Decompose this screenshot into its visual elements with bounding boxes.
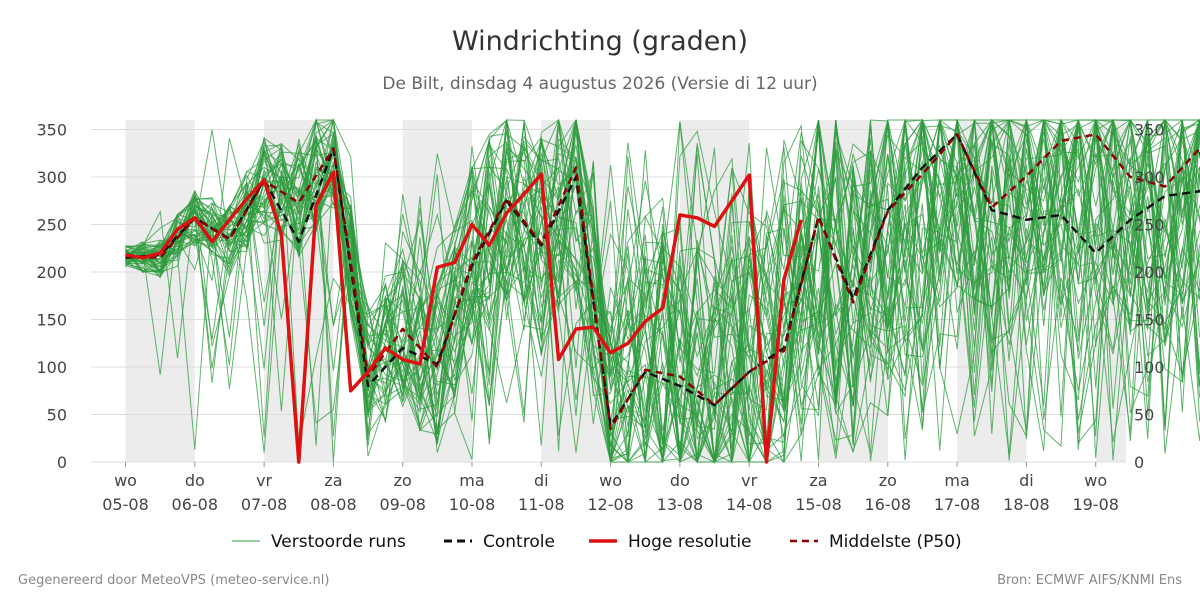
ensemble-run-4: [125, 119, 1200, 462]
legend: Verstoorde runs Controle Hoge resolutie …: [232, 532, 962, 552]
ensemble-run-32: [125, 118, 1200, 464]
y-tick-right-250: 250: [1134, 216, 1165, 235]
y-tick-right-0: 0: [1134, 453, 1144, 472]
legend-label-median: Middelste (P50): [829, 532, 962, 552]
x-tick-date-06-08: 06-08: [172, 495, 219, 514]
ensemble-run-6: [125, 119, 1200, 463]
y-tick-right-100: 100: [1134, 358, 1165, 377]
y-tick-left-300: 300: [36, 168, 67, 187]
ensemble-run-39: [125, 118, 1200, 445]
y-tick-right-200: 200: [1134, 263, 1165, 282]
x-tick-day-11-08: di: [534, 471, 549, 490]
ensemble-run-28: [125, 118, 1200, 463]
y-tick-left-200: 200: [36, 263, 67, 282]
ensemble-run-35: [125, 119, 1200, 463]
y-tick-right-150: 150: [1134, 311, 1165, 330]
x-tick-day-05-08: wo: [114, 471, 137, 490]
ensemble-run-44: [125, 119, 1200, 463]
y-tick-left-150: 150: [36, 311, 67, 330]
x-tick-date-12-08: 12-08: [587, 495, 634, 514]
x-tick-date-05-08: 05-08: [102, 495, 149, 514]
x-tick-date-09-08: 09-08: [379, 495, 426, 514]
y-tick-right-300: 300: [1134, 168, 1165, 187]
legend-label-hires: Hoge resolutie: [628, 532, 752, 552]
axes: 0 0 50 50 100 100 150 150 200 200 250 250 300 300 350 3…: [36, 121, 1164, 515]
x-tick-day-19-08: wo: [1084, 471, 1107, 490]
x-tick-date-08-08: 08-08: [310, 495, 357, 514]
y-tick-left-250: 250: [36, 216, 67, 235]
y-tick-left-0: 0: [57, 453, 67, 472]
ensemble-run-31: [125, 118, 1200, 464]
x-tick-date-14-08: 14-08: [726, 495, 773, 514]
x-tick-day-17-08: ma: [944, 471, 969, 490]
chart-subtitle: De Bilt, dinsdag 4 augustus 2026 (Versie…: [382, 74, 817, 94]
footer-source: Bron: ECMWF AIFS/KNMI Ens: [997, 573, 1182, 588]
ensemble-run-49: [125, 119, 1200, 463]
ensemble-run-41: [125, 119, 1200, 463]
x-tick-day-15-08: za: [809, 471, 827, 490]
x-tick-day-14-08: vr: [741, 471, 757, 490]
y-tick-right-350: 350: [1134, 121, 1165, 140]
x-tick-date-10-08: 10-08: [449, 495, 496, 514]
ensemble-run-5: [125, 118, 1200, 464]
x-tick-day-07-08: vr: [256, 471, 272, 490]
ensemble-run-14: [125, 118, 1200, 463]
ensemble-run-37: [125, 118, 1200, 463]
x-tick-day-16-08: zo: [879, 471, 897, 490]
x-tick-date-17-08: 17-08: [934, 495, 981, 514]
x-tick-day-10-08: ma: [459, 471, 484, 490]
ensemble-run-40: [125, 118, 1200, 459]
control-line: [125, 133, 1200, 428]
y-tick-right-50: 50: [1134, 406, 1154, 425]
ensemble-run-50: [125, 119, 1200, 464]
x-tick-date-15-08: 15-08: [795, 495, 842, 514]
x-tick-day-13-08: do: [670, 471, 690, 490]
x-tick-day-06-08: do: [185, 471, 205, 490]
x-tick-day-08-08: za: [324, 471, 342, 490]
x-tick-date-13-08: 13-08: [657, 495, 704, 514]
hires-line: [125, 170, 803, 464]
shade-band-05-08: [125, 120, 195, 462]
x-tick-date-18-08: 18-08: [1003, 495, 1050, 514]
y-tick-left-100: 100: [36, 358, 67, 377]
x-tick-date-16-08: 16-08: [865, 495, 912, 514]
ensemble-run-46: [125, 118, 1200, 463]
ensemble-runs: [125, 118, 1200, 464]
legend-label-control: Controle: [483, 532, 555, 552]
y-tick-left-50: 50: [47, 406, 67, 425]
x-tick-date-07-08: 07-08: [241, 495, 288, 514]
ensemble-run-29: [125, 118, 1200, 463]
x-tick-day-18-08: di: [1019, 471, 1034, 490]
ensemble-run-48: [125, 118, 1200, 463]
x-tick-day-09-08: zo: [394, 471, 412, 490]
main-series-lines: [125, 133, 1200, 464]
ensemble-run-36: [125, 118, 1200, 463]
ensemble-run-25: [125, 119, 1200, 463]
x-tick-day-12-08: wo: [599, 471, 622, 490]
footer-generated-by: Gegenereerd door MeteoVPS (meteo-service…: [18, 573, 329, 588]
x-tick-date-19-08: 19-08: [1072, 495, 1119, 514]
legend-label-ensemble: Verstoorde runs: [271, 532, 406, 552]
x-tick-date-11-08: 11-08: [518, 495, 565, 514]
ensemble-run-43: [125, 119, 1200, 463]
y-tick-left-350: 350: [36, 121, 67, 140]
chart-title: Windrichting (graden): [452, 26, 748, 57]
